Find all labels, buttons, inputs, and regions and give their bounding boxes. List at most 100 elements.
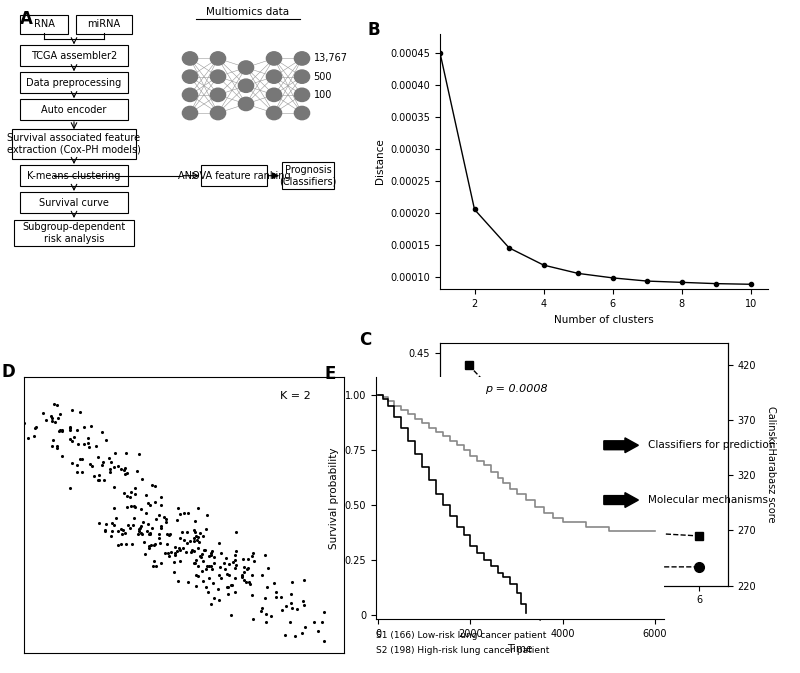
Point <box>297 596 310 606</box>
Point <box>129 489 142 499</box>
Point <box>54 425 67 435</box>
Point <box>154 523 167 534</box>
Point <box>192 532 205 543</box>
Point <box>192 571 205 581</box>
Circle shape <box>182 88 198 102</box>
Point <box>30 422 43 433</box>
Point <box>137 517 150 528</box>
Point <box>83 459 96 470</box>
Text: ANOVA feature ranking: ANOVA feature ranking <box>178 171 290 180</box>
Point <box>154 557 167 568</box>
Point <box>270 587 282 598</box>
Point <box>136 529 149 540</box>
Point <box>160 513 173 524</box>
Point <box>105 456 118 467</box>
Point <box>120 468 133 479</box>
Point <box>88 470 101 481</box>
Point <box>118 528 131 538</box>
Point <box>188 535 201 546</box>
Point <box>56 426 69 437</box>
Point <box>208 557 221 568</box>
Point <box>82 441 95 452</box>
FancyBboxPatch shape <box>14 220 134 246</box>
Point <box>307 616 320 627</box>
Point <box>152 509 165 520</box>
Point <box>111 526 124 536</box>
Point <box>76 467 89 478</box>
Point <box>50 441 63 452</box>
Text: B: B <box>368 21 381 39</box>
Point <box>86 460 98 471</box>
Point <box>126 539 138 550</box>
Point <box>70 460 83 471</box>
Point <box>105 526 118 536</box>
FancyBboxPatch shape <box>21 100 128 120</box>
Point <box>117 524 130 535</box>
Point <box>259 550 272 561</box>
Point <box>165 546 178 557</box>
Point <box>119 448 132 458</box>
Point <box>81 437 94 448</box>
Point <box>114 524 127 534</box>
Point <box>197 575 210 586</box>
Point <box>150 561 162 571</box>
Point <box>200 564 213 575</box>
Point <box>206 563 218 574</box>
Point <box>140 507 153 518</box>
Point <box>202 551 215 561</box>
Point <box>239 577 252 588</box>
FancyBboxPatch shape <box>21 15 67 34</box>
Point <box>201 561 214 571</box>
Point <box>66 436 78 447</box>
Text: 500: 500 <box>314 71 332 81</box>
Point <box>108 448 121 458</box>
Point <box>276 604 289 615</box>
Point <box>110 513 122 524</box>
Point <box>158 548 171 559</box>
Text: RNA: RNA <box>34 20 54 30</box>
Point <box>126 520 139 530</box>
Point <box>174 555 187 566</box>
Point <box>157 511 170 522</box>
Point <box>188 558 201 569</box>
Point <box>254 606 267 616</box>
Point <box>49 417 62 427</box>
X-axis label: Input cluster number: Input cluster number <box>529 611 639 621</box>
Point <box>174 533 186 544</box>
Point <box>246 590 258 600</box>
Point <box>190 569 202 580</box>
Point <box>125 487 138 498</box>
Point <box>195 566 208 577</box>
Text: 100: 100 <box>314 90 332 100</box>
Point <box>264 610 277 621</box>
Circle shape <box>182 52 198 65</box>
Point <box>261 581 274 592</box>
X-axis label: Time: Time <box>507 645 533 654</box>
Point <box>189 526 202 537</box>
Text: K-means clustering: K-means clustering <box>27 171 121 180</box>
Point <box>63 425 76 435</box>
Point <box>205 550 218 561</box>
FancyArrow shape <box>604 438 638 453</box>
FancyBboxPatch shape <box>21 165 128 186</box>
Point <box>285 598 298 608</box>
Circle shape <box>210 52 226 65</box>
X-axis label: Number of clusters: Number of clusters <box>554 315 654 324</box>
Circle shape <box>294 88 310 102</box>
Point <box>103 467 116 478</box>
Y-axis label: Calinski-Harabasz score: Calinski-Harabasz score <box>766 406 776 523</box>
Point <box>219 553 232 563</box>
Point <box>111 539 124 550</box>
Point <box>50 399 63 410</box>
Point <box>182 507 194 518</box>
Point <box>159 517 172 528</box>
Y-axis label: Distance: Distance <box>374 139 385 184</box>
Point <box>108 482 121 493</box>
Point <box>78 422 90 433</box>
Point <box>106 517 118 528</box>
Point <box>318 607 330 618</box>
Point <box>214 573 227 583</box>
Circle shape <box>266 88 282 102</box>
Point <box>114 538 127 549</box>
Point <box>98 524 111 535</box>
